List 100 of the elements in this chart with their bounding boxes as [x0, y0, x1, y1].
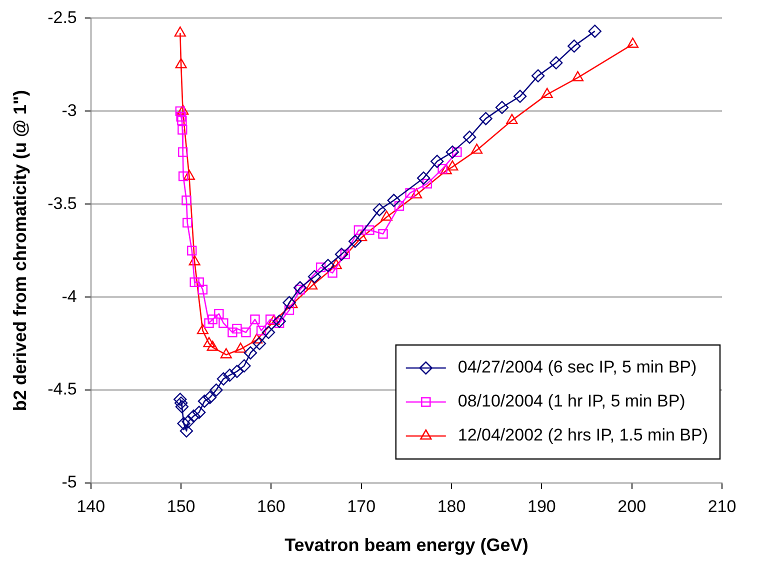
point	[250, 333, 263, 344]
point	[223, 368, 236, 382]
y-tick-label: -4.5	[48, 380, 77, 399]
point	[190, 277, 200, 288]
point	[513, 90, 527, 103]
point	[405, 188, 415, 198]
point	[410, 188, 422, 198]
point	[241, 328, 251, 338]
point	[506, 114, 518, 124]
legend-label: 08/10/2004 (1 hr IP, 5 min BP)	[458, 392, 686, 411]
point	[479, 112, 492, 126]
x-tick-label: 200	[618, 496, 646, 516]
point	[178, 171, 188, 182]
point	[203, 336, 215, 348]
point	[175, 400, 189, 414]
y-tick-label: -3	[62, 100, 77, 120]
point	[182, 415, 195, 428]
point	[182, 218, 192, 228]
point	[380, 210, 392, 221]
point	[531, 69, 545, 82]
point	[208, 314, 218, 324]
point	[588, 24, 602, 38]
point	[378, 229, 388, 239]
point	[188, 255, 200, 266]
point	[348, 234, 362, 248]
point	[183, 170, 195, 180]
point	[572, 71, 584, 82]
point	[321, 258, 335, 272]
point	[330, 258, 342, 270]
point	[394, 201, 404, 211]
point	[462, 130, 476, 144]
y-tick-label: -4	[62, 286, 77, 306]
point	[316, 262, 326, 272]
point	[214, 308, 224, 319]
point	[177, 416, 190, 430]
point	[187, 409, 200, 423]
point	[178, 124, 188, 135]
legend-label: 04/27/2004 (6 sec IP, 5 min BP)	[458, 358, 697, 377]
legend-label: 12/04/2002 (2 hrs IP, 1.5 min BP)	[458, 426, 708, 445]
point	[228, 328, 238, 338]
point	[196, 324, 208, 334]
point	[177, 116, 187, 126]
point	[422, 178, 432, 189]
point	[568, 39, 581, 53]
point	[306, 279, 318, 290]
x-tick-label: 150	[166, 496, 196, 516]
point	[230, 364, 244, 378]
point	[470, 144, 483, 154]
point	[272, 314, 286, 328]
point	[175, 106, 185, 116]
point	[174, 392, 187, 406]
y-tick-label: -2.5	[48, 8, 77, 27]
point	[174, 396, 188, 410]
point	[176, 112, 186, 122]
point	[177, 104, 189, 115]
point	[234, 342, 246, 353]
point	[430, 154, 444, 168]
point	[356, 230, 368, 242]
point	[308, 270, 322, 284]
point	[210, 383, 223, 397]
point	[282, 296, 296, 310]
point	[220, 348, 232, 358]
point	[238, 359, 251, 372]
point	[216, 372, 230, 386]
y-tick-label: -5	[62, 472, 77, 492]
x-tick-label: 180	[437, 496, 466, 516]
point	[252, 336, 266, 350]
point	[198, 394, 212, 408]
point	[232, 324, 242, 334]
point	[174, 26, 186, 37]
point	[265, 314, 276, 324]
point	[178, 147, 188, 157]
point	[387, 194, 400, 207]
point	[182, 196, 192, 206]
point	[204, 318, 214, 328]
point	[250, 314, 260, 324]
point	[440, 164, 452, 174]
point	[416, 171, 430, 185]
point	[198, 284, 208, 294]
x-tick-label: 140	[76, 496, 106, 516]
point	[244, 346, 258, 360]
point	[495, 100, 509, 114]
point	[364, 225, 374, 235]
point	[626, 38, 639, 48]
x-tick-label: 190	[527, 496, 556, 516]
point	[438, 164, 448, 174]
point	[372, 203, 386, 216]
point	[175, 58, 187, 68]
point	[203, 390, 216, 404]
point	[187, 246, 197, 256]
x-tick-label: 210	[708, 496, 736, 516]
x-tick-label: 170	[347, 496, 376, 516]
point	[192, 406, 206, 419]
point	[541, 88, 553, 98]
point	[206, 340, 218, 351]
point	[446, 160, 458, 171]
y-axis-title: b2 derived from chromaticity (u @ 1")	[10, 90, 30, 412]
point	[293, 281, 307, 294]
x-axis-title: Tevatron beam energy (GeV)	[284, 535, 528, 556]
point	[268, 314, 280, 325]
